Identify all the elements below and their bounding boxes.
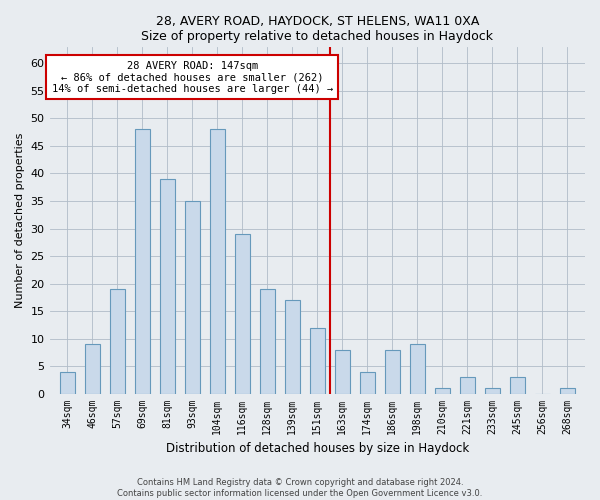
- Bar: [260, 289, 275, 394]
- Bar: [235, 234, 250, 394]
- Text: 28 AVERY ROAD: 147sqm
← 86% of detached houses are smaller (262)
14% of semi-det: 28 AVERY ROAD: 147sqm ← 86% of detached …: [52, 60, 333, 94]
- Bar: [510, 377, 525, 394]
- Text: Contains HM Land Registry data © Crown copyright and database right 2024.
Contai: Contains HM Land Registry data © Crown c…: [118, 478, 482, 498]
- Title: 28, AVERY ROAD, HAYDOCK, ST HELENS, WA11 0XA
Size of property relative to detach: 28, AVERY ROAD, HAYDOCK, ST HELENS, WA11…: [141, 15, 493, 43]
- Bar: [110, 289, 125, 394]
- Bar: [185, 201, 200, 394]
- Bar: [360, 372, 375, 394]
- Bar: [485, 388, 500, 394]
- Bar: [310, 328, 325, 394]
- Bar: [59, 372, 74, 394]
- Bar: [410, 344, 425, 394]
- Bar: [209, 130, 224, 394]
- Bar: [160, 179, 175, 394]
- Bar: [285, 300, 300, 394]
- X-axis label: Distribution of detached houses by size in Haydock: Distribution of detached houses by size …: [166, 442, 469, 455]
- Bar: [134, 130, 149, 394]
- Bar: [85, 344, 100, 394]
- Bar: [435, 388, 450, 394]
- Bar: [560, 388, 575, 394]
- Y-axis label: Number of detached properties: Number of detached properties: [15, 132, 25, 308]
- Bar: [385, 350, 400, 394]
- Bar: [460, 377, 475, 394]
- Bar: [335, 350, 350, 394]
